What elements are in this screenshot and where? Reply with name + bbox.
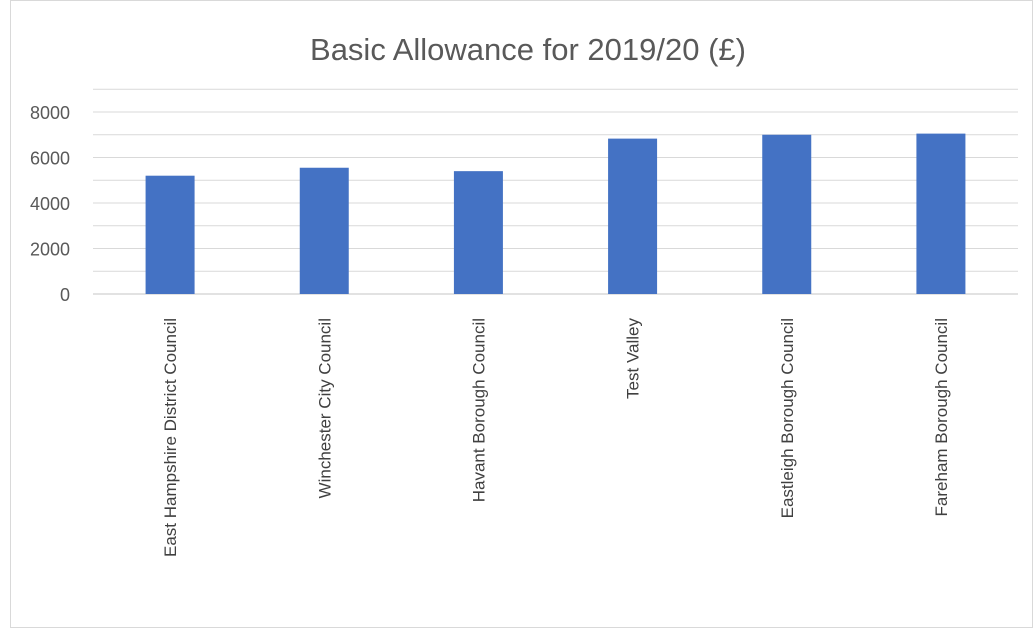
x-category-label: East Hampshire District Council — [161, 318, 180, 557]
gridlines — [93, 88, 1018, 295]
chart-frame — [10, 0, 1033, 628]
y-tick-label: 4000 — [30, 194, 70, 214]
x-axis-categories: East Hampshire District Council Wincheste… — [161, 318, 951, 558]
bar — [608, 138, 658, 294]
bar — [299, 167, 349, 294]
bars — [145, 133, 966, 294]
x-category-label: Eastleigh Borough Council — [778, 318, 797, 518]
bar — [916, 133, 966, 294]
chart-title: Basic Allowance for 2019/20 (£) — [310, 32, 746, 67]
bar — [453, 171, 503, 294]
y-tick-label: 2000 — [30, 240, 70, 260]
x-category-label: Winchester City Council — [315, 318, 334, 498]
y-tick-label: 0 — [60, 285, 70, 305]
y-axis-ticks: 0 2000 4000 6000 8000 — [30, 103, 70, 305]
bar — [145, 175, 195, 294]
x-category-label: Fareham Borough Council — [932, 318, 951, 516]
x-category-label: Havant Borough Council — [469, 318, 488, 502]
y-tick-label: 8000 — [30, 103, 70, 123]
x-category-label: Test Valley — [624, 318, 643, 399]
bar — [762, 134, 812, 294]
y-tick-label: 6000 — [30, 149, 70, 169]
